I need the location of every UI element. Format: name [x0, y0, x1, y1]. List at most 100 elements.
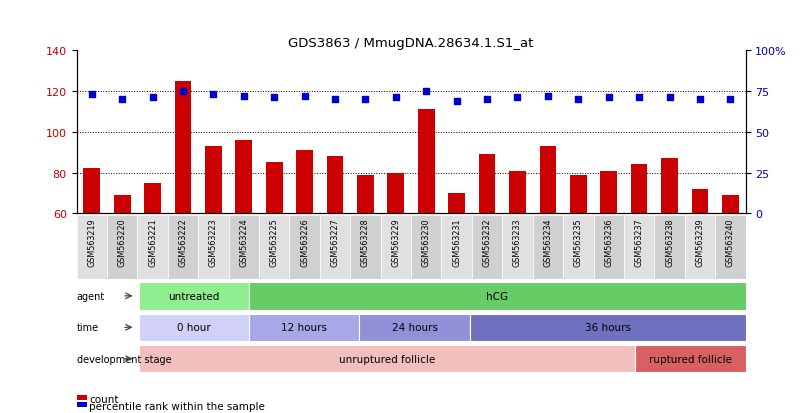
Bar: [139, 345, 635, 373]
Bar: [418, 110, 434, 214]
Bar: [107, 216, 137, 280]
Text: count: count: [89, 394, 119, 404]
Bar: [479, 155, 496, 214]
Point: [146, 95, 159, 102]
Text: GSM563232: GSM563232: [483, 218, 492, 266]
Bar: [205, 147, 222, 214]
Point: [389, 95, 402, 102]
Text: GSM563233: GSM563233: [513, 218, 522, 266]
Bar: [411, 216, 442, 280]
Bar: [472, 216, 502, 280]
Text: GSM563223: GSM563223: [209, 218, 218, 266]
Bar: [249, 282, 746, 310]
Point: [359, 96, 372, 103]
Text: GSM563225: GSM563225: [270, 218, 279, 266]
Bar: [326, 157, 343, 214]
Bar: [600, 171, 617, 214]
Text: GSM563227: GSM563227: [330, 218, 339, 266]
Text: agent: agent: [77, 291, 105, 301]
Text: GSM563237: GSM563237: [634, 218, 644, 266]
Bar: [139, 314, 249, 341]
Bar: [570, 175, 587, 214]
Bar: [539, 147, 556, 214]
Text: GSM563228: GSM563228: [361, 218, 370, 266]
Text: GSM563221: GSM563221: [148, 218, 157, 266]
Bar: [380, 216, 411, 280]
Text: percentile rank within the sample: percentile rank within the sample: [89, 401, 265, 411]
Bar: [533, 216, 563, 280]
Bar: [83, 169, 100, 214]
Point: [85, 92, 98, 98]
Point: [663, 95, 676, 102]
Text: 36 hours: 36 hours: [584, 323, 630, 332]
Point: [238, 93, 251, 100]
Bar: [593, 216, 624, 280]
Point: [451, 98, 463, 104]
Text: GSM563219: GSM563219: [87, 218, 96, 266]
Text: GSM563240: GSM563240: [726, 218, 735, 266]
Bar: [692, 190, 708, 214]
Bar: [137, 216, 168, 280]
Title: GDS3863 / MmugDNA.28634.1.S1_at: GDS3863 / MmugDNA.28634.1.S1_at: [289, 37, 534, 50]
Text: GSM563222: GSM563222: [178, 218, 188, 266]
Point: [420, 88, 433, 95]
Point: [329, 96, 342, 103]
Point: [633, 95, 646, 102]
Text: GSM563220: GSM563220: [118, 218, 127, 266]
Bar: [320, 216, 351, 280]
Point: [177, 88, 189, 95]
Bar: [654, 216, 685, 280]
Bar: [470, 314, 746, 341]
Text: time: time: [77, 323, 98, 332]
Bar: [631, 165, 647, 214]
Point: [511, 95, 524, 102]
Bar: [198, 216, 229, 280]
Bar: [502, 216, 533, 280]
Point: [298, 93, 311, 100]
Text: GSM563234: GSM563234: [543, 218, 552, 266]
Text: 24 hours: 24 hours: [392, 323, 438, 332]
Text: 0 hour: 0 hour: [177, 323, 211, 332]
Bar: [448, 194, 465, 214]
Bar: [266, 163, 283, 214]
Bar: [351, 216, 380, 280]
Text: GSM563224: GSM563224: [239, 218, 248, 266]
Bar: [114, 196, 131, 214]
Bar: [635, 345, 746, 373]
Point: [116, 96, 129, 103]
Point: [480, 96, 493, 103]
Text: untreated: untreated: [168, 291, 219, 301]
Point: [268, 95, 280, 102]
Point: [572, 96, 585, 103]
Point: [693, 96, 706, 103]
Text: GSM563239: GSM563239: [696, 218, 704, 266]
Text: unruptured follicle: unruptured follicle: [339, 354, 435, 364]
Bar: [624, 216, 654, 280]
Text: GSM563238: GSM563238: [665, 218, 674, 266]
Bar: [139, 282, 249, 310]
Bar: [249, 314, 359, 341]
Point: [542, 93, 555, 100]
Bar: [77, 216, 107, 280]
Text: development stage: development stage: [77, 354, 171, 364]
Point: [602, 95, 615, 102]
Bar: [442, 216, 472, 280]
Bar: [168, 216, 198, 280]
Bar: [715, 216, 746, 280]
Bar: [289, 216, 320, 280]
Text: 12 hours: 12 hours: [281, 323, 327, 332]
Bar: [229, 216, 259, 280]
Text: hCG: hCG: [486, 291, 509, 301]
Bar: [359, 314, 470, 341]
Text: GSM563229: GSM563229: [392, 218, 401, 266]
Text: GSM563231: GSM563231: [452, 218, 461, 266]
Bar: [563, 216, 593, 280]
Point: [724, 96, 737, 103]
Bar: [357, 175, 374, 214]
Text: GSM563230: GSM563230: [422, 218, 430, 266]
Bar: [388, 173, 405, 214]
Bar: [685, 216, 715, 280]
Bar: [297, 151, 313, 214]
Text: GSM563235: GSM563235: [574, 218, 583, 266]
Text: ruptured follicle: ruptured follicle: [649, 354, 732, 364]
